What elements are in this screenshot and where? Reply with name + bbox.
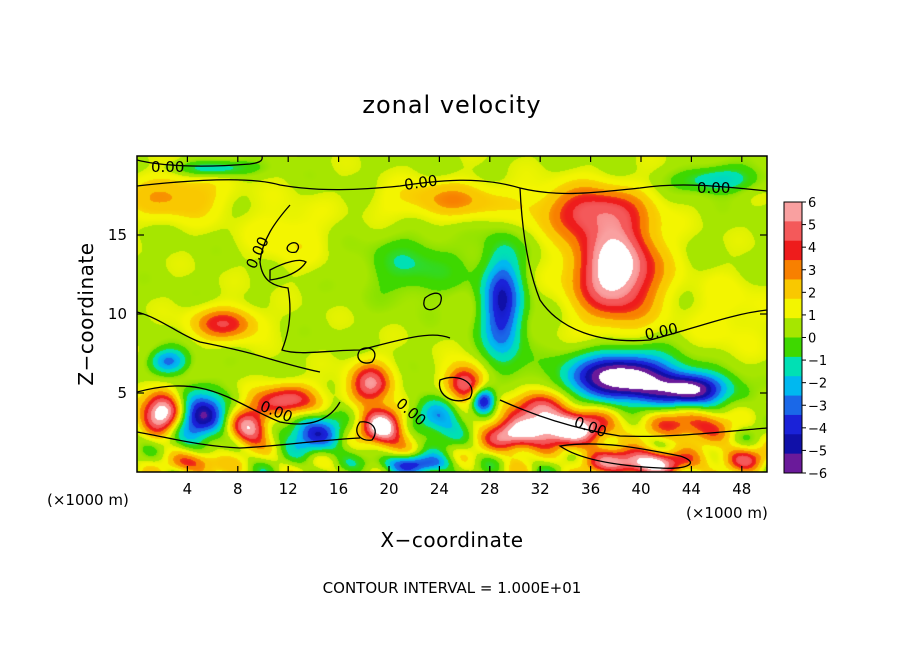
zero-contour-top-left — [137, 156, 263, 167]
y-tick-label: 10 — [108, 305, 127, 323]
colorbar-segment — [784, 434, 802, 455]
velocity-field — [137, 156, 767, 472]
colorbar-tick-label: 6 — [808, 196, 816, 211]
colorbar-segment — [784, 376, 802, 397]
colorbar: 6 5 4 3 2 1 0 −1 −2 −3 −4 −5 −6 — [783, 196, 827, 482]
x-tick-label: 32 — [531, 480, 550, 498]
contour-label: 0.00 — [697, 179, 730, 197]
y-axis: 5 10 15 — [108, 226, 767, 402]
zero-contour-island-4 — [357, 347, 376, 364]
zero-contour-island-1 — [286, 242, 300, 254]
colorbar-segment — [784, 337, 802, 358]
colorbar-tick-label: −6 — [808, 467, 827, 482]
zero-contour-mid — [259, 204, 451, 354]
y-axis-label: Z−coordinate — [74, 242, 98, 385]
chart-title: zonal velocity — [362, 91, 541, 119]
zero-contour-island-3 — [423, 292, 442, 311]
x-tick-label: 28 — [480, 480, 499, 498]
zero-contour-bottom — [137, 431, 361, 449]
colorbar-tick-label: −1 — [808, 354, 827, 369]
colorbar-tick-label: 1 — [808, 309, 816, 324]
zero-contour-island-5 — [438, 376, 473, 402]
colorbar-tick-label: 4 — [808, 241, 816, 256]
x-tick-label: 8 — [233, 480, 243, 498]
colorbar-segment — [784, 202, 802, 222]
colorbar-tick-label: −5 — [808, 444, 827, 459]
zero-contour-right-low — [499, 399, 767, 438]
colorbar-segment — [784, 395, 802, 416]
colorbar-segment — [784, 260, 802, 280]
zero-contour-lower-left — [137, 385, 341, 425]
y-tick-label: 5 — [117, 384, 127, 402]
x-tick-label: 40 — [631, 480, 650, 498]
colorbar-tick-label: 3 — [808, 264, 816, 279]
colorbar-segment — [784, 414, 802, 435]
colorbar-segment — [784, 318, 802, 338]
y-tick-label: 15 — [108, 226, 127, 244]
x-tick-label: 16 — [329, 480, 348, 498]
colorbar-tick-label: 2 — [808, 286, 816, 301]
colorbar-segment — [784, 356, 802, 377]
zero-contour-island-7 — [558, 443, 692, 469]
contour-interval-note: CONTOUR INTERVAL = 1.000E+01 — [323, 579, 582, 597]
colorbar-segment — [784, 240, 802, 261]
zero-contour-left — [137, 311, 321, 373]
x-tick-label: 24 — [430, 480, 449, 498]
colorbar-tick-label: −4 — [808, 422, 827, 437]
x-axis-units-right: (×1000 m) — [686, 504, 768, 522]
contour-label: 0.00 — [403, 171, 439, 193]
colorbar-tick-label: −2 — [808, 377, 827, 392]
colorbar-segment — [784, 221, 802, 242]
x-tick-label: 44 — [682, 480, 701, 498]
zero-contour-upper — [519, 187, 767, 342]
colorbar-tick-label: 0 — [808, 332, 816, 347]
x-axis-label: X−coordinate — [380, 528, 523, 552]
x-tick-label: 12 — [279, 480, 298, 498]
zero-contours — [137, 156, 767, 469]
x-tick-label: 4 — [183, 480, 193, 498]
colorbar-segment — [784, 298, 802, 319]
x-axis-units-left: (×1000 m) — [47, 491, 129, 509]
contour-label: 0.00 — [151, 158, 184, 176]
zero-contour-island-2 — [269, 259, 307, 281]
x-tick-label: 48 — [732, 480, 751, 498]
x-axis: 4 8 12 16 20 24 28 32 36 40 44 48 — [183, 156, 751, 498]
zero-contour-top — [137, 179, 767, 195]
colorbar-segment — [784, 279, 802, 300]
x-tick-label: 36 — [581, 480, 600, 498]
x-tick-label: 20 — [379, 480, 398, 498]
colorbar-tick-label: 5 — [808, 219, 816, 234]
zero-contour-island-6 — [356, 421, 376, 441]
colorbar-segment — [784, 453, 802, 474]
colorbar-tick-label: −3 — [808, 399, 827, 414]
plot-area: 0.00 0.00 0.00 0.00 0.00 0.00 0.00 0.00 … — [108, 155, 768, 498]
